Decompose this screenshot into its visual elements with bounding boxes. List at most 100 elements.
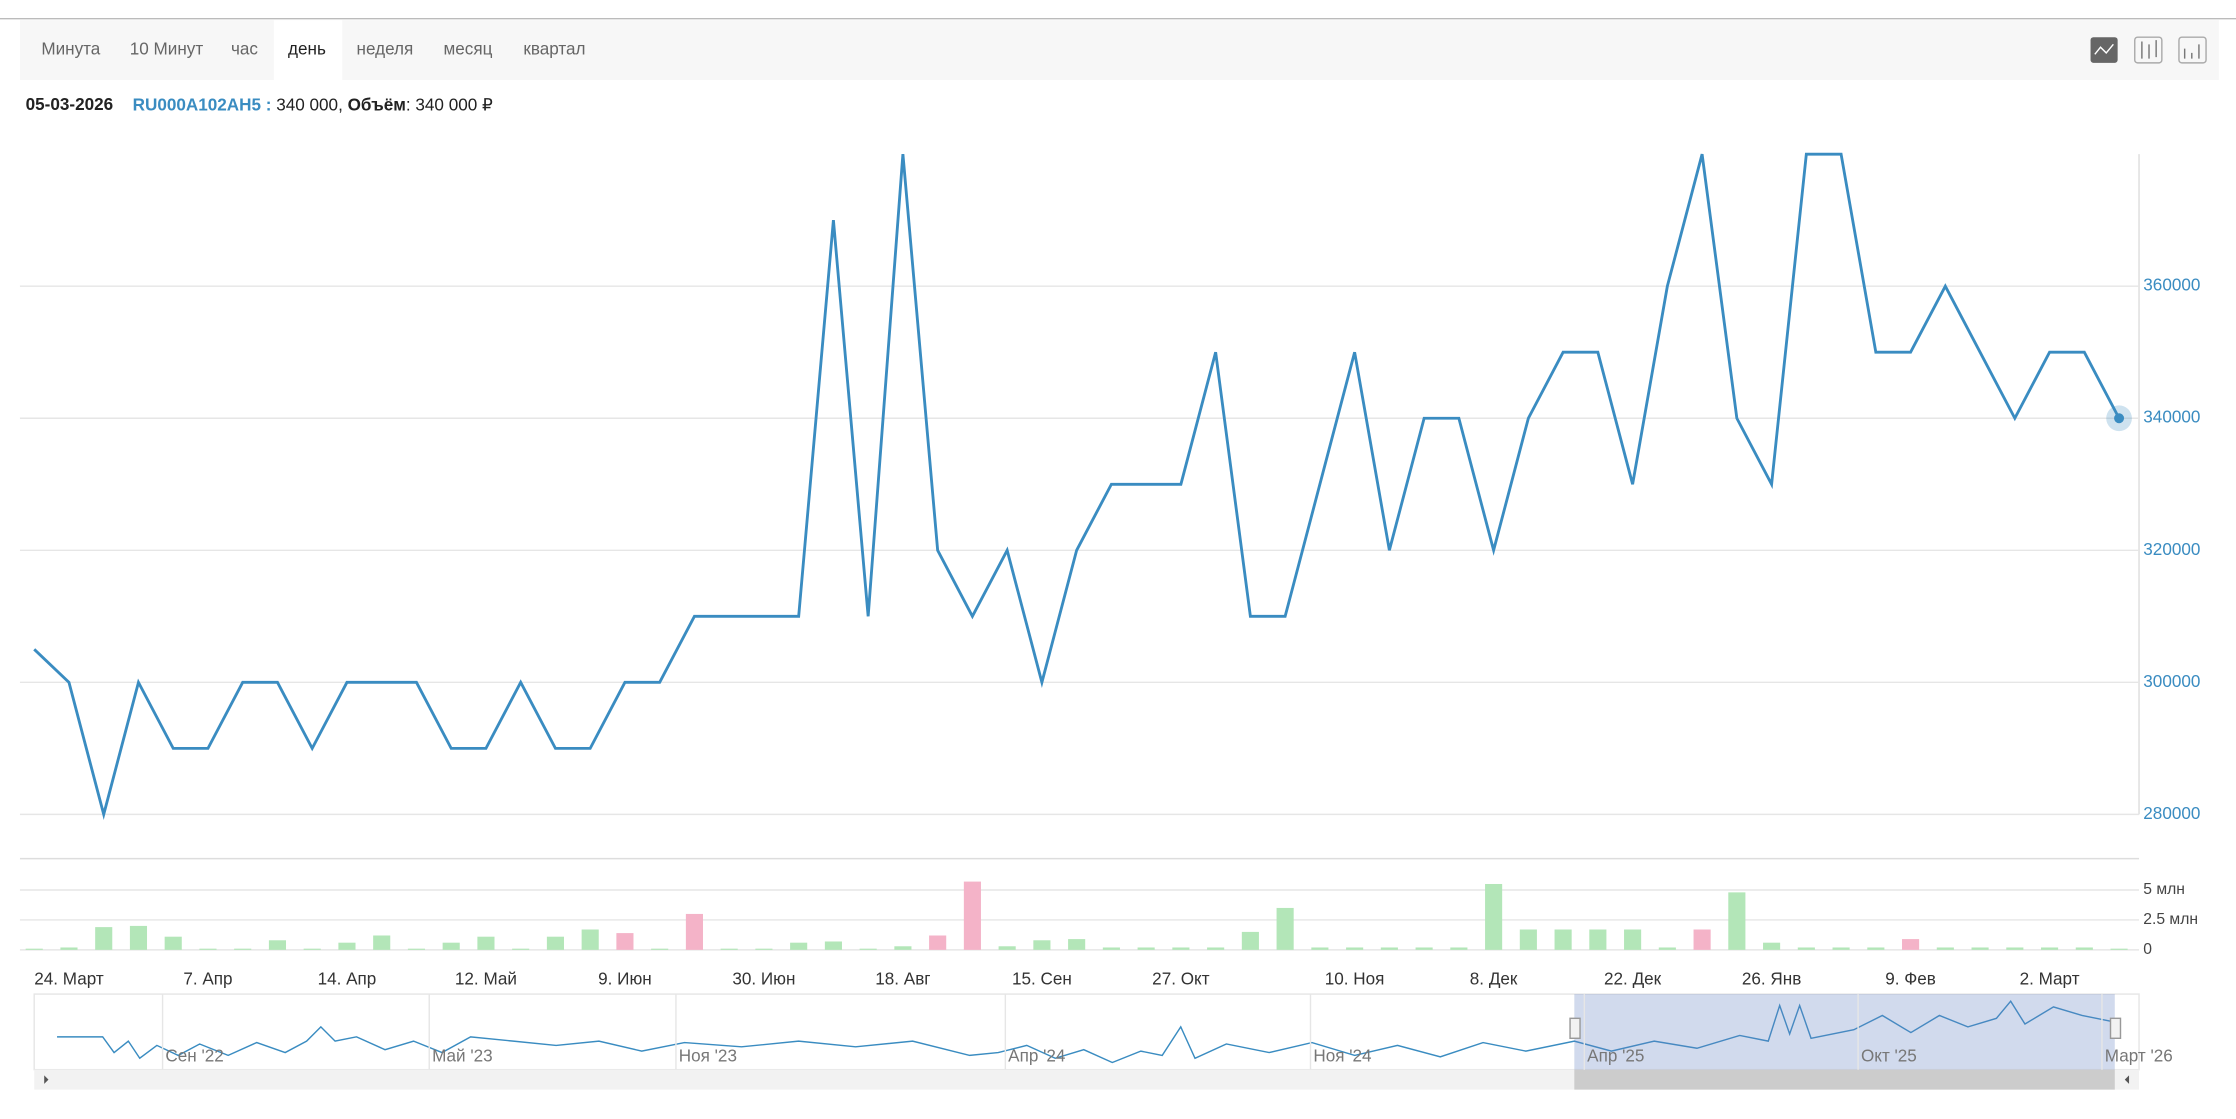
navigator-label: Март '26 — [2105, 1046, 2173, 1065]
tab[interactable]: неделя — [357, 40, 414, 59]
y-tick-label: 340000 — [2143, 408, 2200, 427]
x-tick-label: 24. Март — [34, 969, 104, 988]
y-tick-label: 320000 — [2143, 540, 2200, 559]
x-tick-label: 2. Март — [2020, 969, 2080, 988]
volume-bar — [338, 942, 356, 950]
volume-bar — [477, 936, 495, 950]
volume-bar — [373, 935, 391, 950]
volume-bar — [164, 936, 182, 950]
tab[interactable]: час — [231, 40, 258, 59]
x-tick-label: 30. Июн — [732, 969, 795, 988]
x-tick-label: 9. Фев — [1885, 969, 1936, 988]
volume-bar — [1763, 942, 1781, 950]
volume: : 340 000 ₽ — [406, 95, 493, 114]
current-point — [2114, 413, 2125, 424]
volume-bar — [824, 941, 842, 950]
navigator-label: Ноя '23 — [679, 1046, 737, 1065]
volume-bar — [929, 935, 947, 950]
volume-bar — [1172, 947, 1190, 950]
volume-bar — [512, 948, 530, 950]
navigator-line — [57, 999, 2111, 1064]
x-tick-label: 7. Апр — [183, 969, 232, 988]
volume-bar — [963, 881, 981, 950]
volume-bar — [1728, 892, 1746, 950]
bar-view-button[interactable] — [2178, 36, 2207, 64]
volume-bar — [1137, 947, 1155, 950]
x-tick-label: 27. Окт — [1152, 969, 1210, 988]
tab[interactable]: месяц — [443, 40, 492, 59]
tab[interactable]: 10 Минут — [130, 40, 204, 59]
volume-bar — [1589, 929, 1607, 950]
scrollbar-thumb[interactable] — [1574, 1069, 2115, 1090]
volume-tick-label: 5 млн — [2143, 881, 2185, 898]
x-tick-label: 22. Дек — [1604, 969, 1662, 988]
y-tick-label: 360000 — [2143, 276, 2200, 295]
tab[interactable]: Минута — [41, 40, 100, 59]
active-tab-bg — [273, 20, 343, 80]
volume-bar — [2006, 947, 2024, 950]
volume-bar — [199, 948, 217, 950]
volume-bar — [616, 933, 634, 950]
navigator-handle[interactable] — [2109, 1017, 2122, 1039]
volume-bar — [2075, 947, 2093, 950]
x-tick-label: 8. Дек — [1470, 969, 1518, 988]
volume-bar — [755, 948, 773, 950]
volume-bar — [129, 925, 148, 950]
ticker: RU000A102AH5 : — [133, 95, 272, 114]
volume-bar — [1554, 929, 1572, 950]
volume-bar — [303, 948, 321, 950]
volume-bar — [60, 947, 78, 950]
tab[interactable]: квартал — [523, 40, 585, 59]
volume-bar — [1867, 947, 1885, 950]
price: 340 000, — [276, 95, 343, 114]
navigator-selection[interactable] — [1574, 994, 2115, 1070]
volume-bar — [859, 948, 877, 950]
y-tick-label: 280000 — [2143, 804, 2200, 823]
candle-view-button[interactable] — [2134, 36, 2163, 64]
volume-bar — [581, 929, 599, 950]
volume-bar — [685, 913, 703, 950]
volume-bar — [1415, 947, 1433, 950]
navigator-label: Апр '25 — [1587, 1046, 1644, 1065]
icon — [2094, 43, 2114, 55]
volume-bar — [234, 948, 252, 950]
header-info: RU000A102AH5 : 340 000, Объём: 340 000 ₽ — [133, 95, 493, 114]
volume-bar — [1693, 929, 1711, 950]
navigator-label: Сен '22 — [165, 1046, 223, 1065]
x-tick-label: 26. Янв — [1742, 969, 1801, 988]
price-line — [33, 152, 2121, 821]
volume-bar — [1797, 947, 1815, 950]
volume-bar — [1832, 947, 1850, 950]
tab-bar — [19, 20, 2219, 80]
volume-bar — [894, 946, 912, 950]
volume-bar — [790, 942, 808, 950]
tab[interactable]: день — [288, 40, 326, 59]
navigator-label: Май '23 — [432, 1046, 493, 1065]
x-tick-label: 15. Сен — [1012, 969, 1072, 988]
volume-tick-label: 2.5 млн — [2143, 911, 2198, 928]
x-tick-label: 9. Июн — [598, 969, 652, 988]
volume-bar — [720, 948, 738, 950]
volume-bar — [1658, 947, 1676, 950]
header-date: 05-03-2026 — [26, 95, 114, 114]
volume-bar — [1380, 947, 1398, 950]
view-buttons — [2090, 36, 2207, 64]
volume-bar — [442, 942, 460, 950]
x-tick-label: 12. Май — [455, 969, 517, 988]
volume-bar — [1207, 947, 1225, 950]
volume-bar — [1102, 947, 1120, 950]
navigator-handle[interactable] — [1569, 1017, 1581, 1039]
volume-label: Объём — [348, 95, 406, 114]
x-tick-label: 10. Ноя — [1325, 969, 1385, 988]
volume-bar — [1624, 929, 1642, 950]
navigator-label: Ноя '24 — [1313, 1046, 1372, 1065]
icon — [2183, 44, 2200, 59]
volume-bar — [407, 948, 426, 950]
volume-bar — [1346, 947, 1364, 950]
navigator-label: Апр '24 — [1008, 1046, 1066, 1065]
volume-bar — [1902, 939, 1920, 950]
volume-bar — [1485, 883, 1503, 950]
volume-bar — [268, 940, 287, 950]
